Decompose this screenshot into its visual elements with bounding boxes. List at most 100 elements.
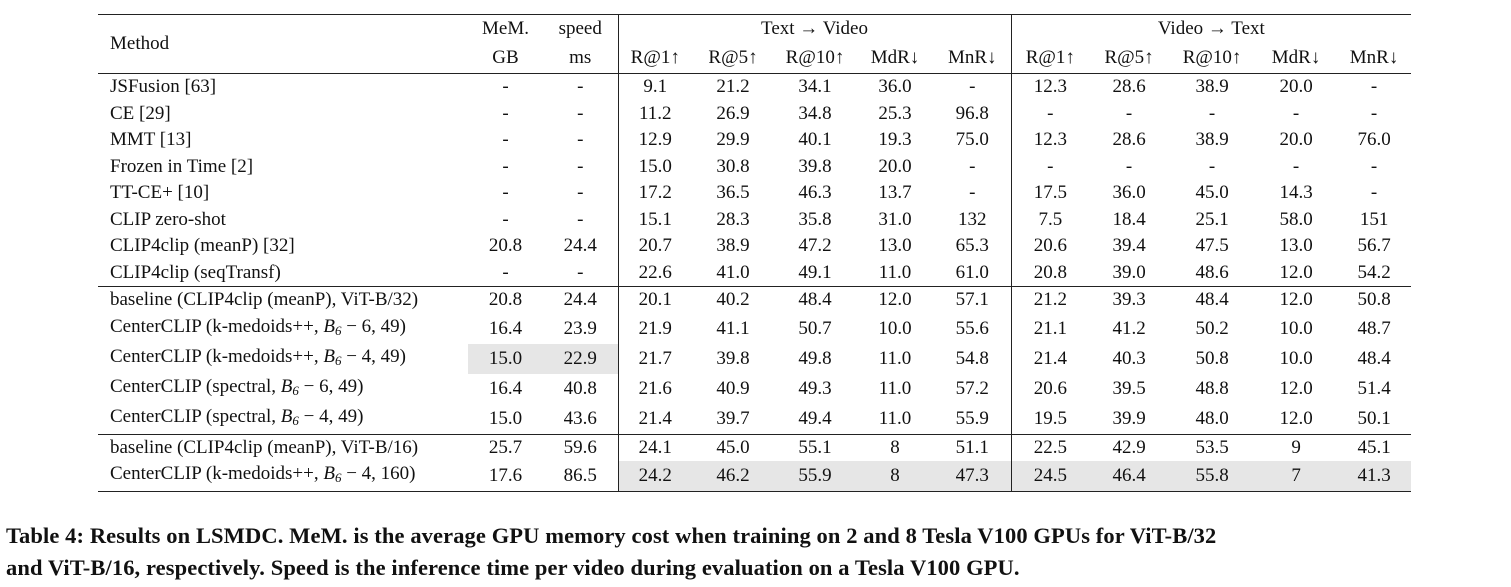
table-caption: Table 4: Results on LSMDC. MeM. is the a… (6, 520, 1506, 584)
method-symbol: B (323, 345, 335, 367)
t2v-value-cell: 17.2 (617, 180, 692, 207)
table-row: CenterCLIP (k-medoids++, B6 − 4, 49) 15.0… (98, 343, 1411, 374)
v2t-value-cell: 39.5 (1112, 377, 1146, 399)
t2v-value-cell: 45.0 (716, 436, 750, 458)
v2t-value-cell: 45.0 (1195, 182, 1229, 204)
t2v-value-cell: 55.9 (934, 403, 1012, 435)
t2v-value-cell: 15.1 (617, 206, 692, 233)
v2t-value-cell: - (1370, 102, 1378, 124)
v2t-value-cell: 55.8 (1169, 461, 1256, 492)
speed-header: speed (543, 14, 618, 43)
t2v-value-cell: 47.2 (798, 235, 832, 257)
t2v-value-cell: 46.2 (692, 461, 774, 492)
t2v-value-cell: 21.9 (617, 313, 692, 344)
t2v-value-cell: 25.3 (878, 102, 912, 124)
t2v-metric-header: R@10↑ (774, 43, 856, 74)
method-prefix: CenterCLIP (k-medoids++, (110, 345, 324, 367)
v2t-value-cell: 42.9 (1112, 436, 1146, 458)
v2t-value-cell: 14.3 (1279, 182, 1313, 204)
speed-cell: 24.4 (563, 235, 597, 257)
t2v-value-cell: 55.6 (955, 317, 989, 339)
t2v-value-cell: 51.1 (955, 436, 989, 458)
method-prefix: CenterCLIP (k-medoids++, (110, 315, 324, 337)
v2t-value-cell: 20.0 (1279, 129, 1313, 151)
v2t-value-cell: 50.8 (1195, 347, 1229, 369)
t2v-value-cell: 20.1 (617, 286, 692, 314)
t2v-value-cell: 11.0 (878, 377, 912, 399)
table-row: baseline (CLIP4clip (meanP), ViT-B/32) 20… (98, 286, 1411, 314)
v2t-value-cell: 7.5 (1010, 206, 1090, 233)
method-symbol: B (280, 405, 293, 427)
t2v-value-cell: 12.0 (878, 289, 912, 311)
table-row: CLIP zero-shot - - 15.1 28.3 35.8 31.0 132 7.5 18… (98, 206, 1411, 233)
v2t-value-cell: 39.0 (1089, 259, 1170, 287)
method-cell: CenterCLIP (k-medoids++, B6 − 4, 160) (98, 461, 468, 492)
v2t-value-cell: 48.4 (1357, 347, 1391, 369)
t2v-value-cell: 13.7 (878, 182, 912, 204)
table-row: CenterCLIP (spectral, B6 − 6, 49) 16.4 40.… (98, 373, 1411, 404)
t2v-value-cell: - (969, 182, 976, 204)
t2v-metric-header: MdR↓ (856, 43, 934, 74)
v2t-value-cell: 20.8 (1010, 259, 1090, 287)
method-cell: CLIP4clip (seqTransf) (98, 259, 468, 287)
v2t-value-cell: 76.0 (1357, 129, 1391, 151)
speed-cell: - (577, 182, 584, 204)
t2v-value-cell: 57.1 (955, 289, 989, 311)
t2v-value-cell: 39.7 (692, 403, 774, 435)
v2t-value-cell: 20.6 (1010, 373, 1090, 404)
method-subscript: 6 (334, 470, 342, 485)
v2t-value-cell: - (1010, 153, 1090, 180)
speed-cell: 59.6 (563, 436, 597, 458)
method-cell: CenterCLIP (k-medoids++, B6 − 6, 49) (98, 314, 468, 344)
mem-cell: - (502, 155, 509, 177)
table-row: CLIP4clip (meanP) [32] 20.8 24.4 20.7 38.9 47… (98, 233, 1411, 260)
v2t-value-cell: 50.1 (1337, 403, 1412, 435)
mem-cell: - (468, 259, 543, 287)
t2v-value-cell: 40.9 (716, 377, 750, 399)
v2t-value-cell: 20.6 (1010, 233, 1090, 260)
method-subscript: 6 (292, 382, 299, 398)
method-cell: CE [29] (110, 102, 171, 124)
v2t-value-cell: 39.3 (1112, 289, 1146, 311)
speed-cell: 40.8 (563, 377, 597, 399)
t2v-group-header: Text → Video (617, 14, 1012, 43)
header-row-2: GB ms R@1↑ R@5↑ R@10↑ MdR↓ MnR↓ R@1↑ R@5↑ R@10↑… (98, 43, 1412, 74)
v2t-value-cell: 56.7 (1357, 235, 1391, 257)
t2v-value-cell: 38.9 (716, 235, 750, 257)
v2t-metric-header: R@10↑ (1169, 43, 1256, 74)
t2v-value-cell: 28.3 (716, 208, 750, 230)
v2t-value-cell: 47.5 (1195, 235, 1229, 257)
t2v-value-cell: 55.1 (798, 436, 832, 458)
v2t-value-cell: - (1292, 155, 1300, 177)
v2t-value-cell: 17.5 (1010, 180, 1090, 207)
method-cell: TT-CE+ [10] (110, 182, 210, 204)
results-table-body: JSFusion [63] - -9.1 21.2 34.1 36.0-12.3 28.6 3… (98, 73, 1412, 492)
method-cell: CLIP zero-shot (110, 208, 226, 230)
t2v-value-cell: 75.0 (955, 129, 989, 151)
t2v-value-cell: 35.8 (798, 208, 832, 230)
t2v-value-cell: 34.8 (798, 102, 832, 124)
t2v-value-cell: 22.6 (617, 259, 692, 287)
v2t-metric-header: MdR↓ (1255, 43, 1338, 74)
t2v-value-cell: 26.9 (716, 102, 750, 124)
v2t-value-cell: - (1292, 102, 1300, 124)
v2t-value-cell: 54.2 (1337, 259, 1412, 287)
method-cell: baseline (CLIP4clip (meanP), ViT-B/16) (110, 436, 419, 458)
t2v-value-cell: 11.0 (878, 347, 912, 369)
mem-cell: 25.7 (488, 436, 523, 458)
method-cell: CenterCLIP (k-medoids++, B6 − 4, 49) (98, 344, 468, 374)
method-suffix: − 4, 160) (341, 463, 416, 484)
t2v-value-cell: 15.0 (617, 153, 692, 180)
mem-cell: 15.0 (468, 343, 543, 374)
v2t-value-cell: 12.0 (1279, 289, 1313, 311)
mem-cell: 17.6 (468, 461, 543, 492)
v2t-value-cell: 58.0 (1279, 208, 1313, 230)
method-cell: CenterCLIP (spectral, B6 − 4, 49) (98, 403, 468, 435)
v2t-value-cell: 28.6 (1112, 129, 1146, 151)
speed-cell: - (577, 129, 584, 151)
v2t-group-header: Video → Text (1010, 14, 1412, 43)
mem-cell: - (502, 182, 509, 204)
t2v-value-cell: 19.3 (878, 129, 912, 151)
results-table: Method MeM. speed Text → Video Video → T… (98, 14, 1412, 492)
t2v-value-cell: 24.1 (617, 434, 692, 461)
